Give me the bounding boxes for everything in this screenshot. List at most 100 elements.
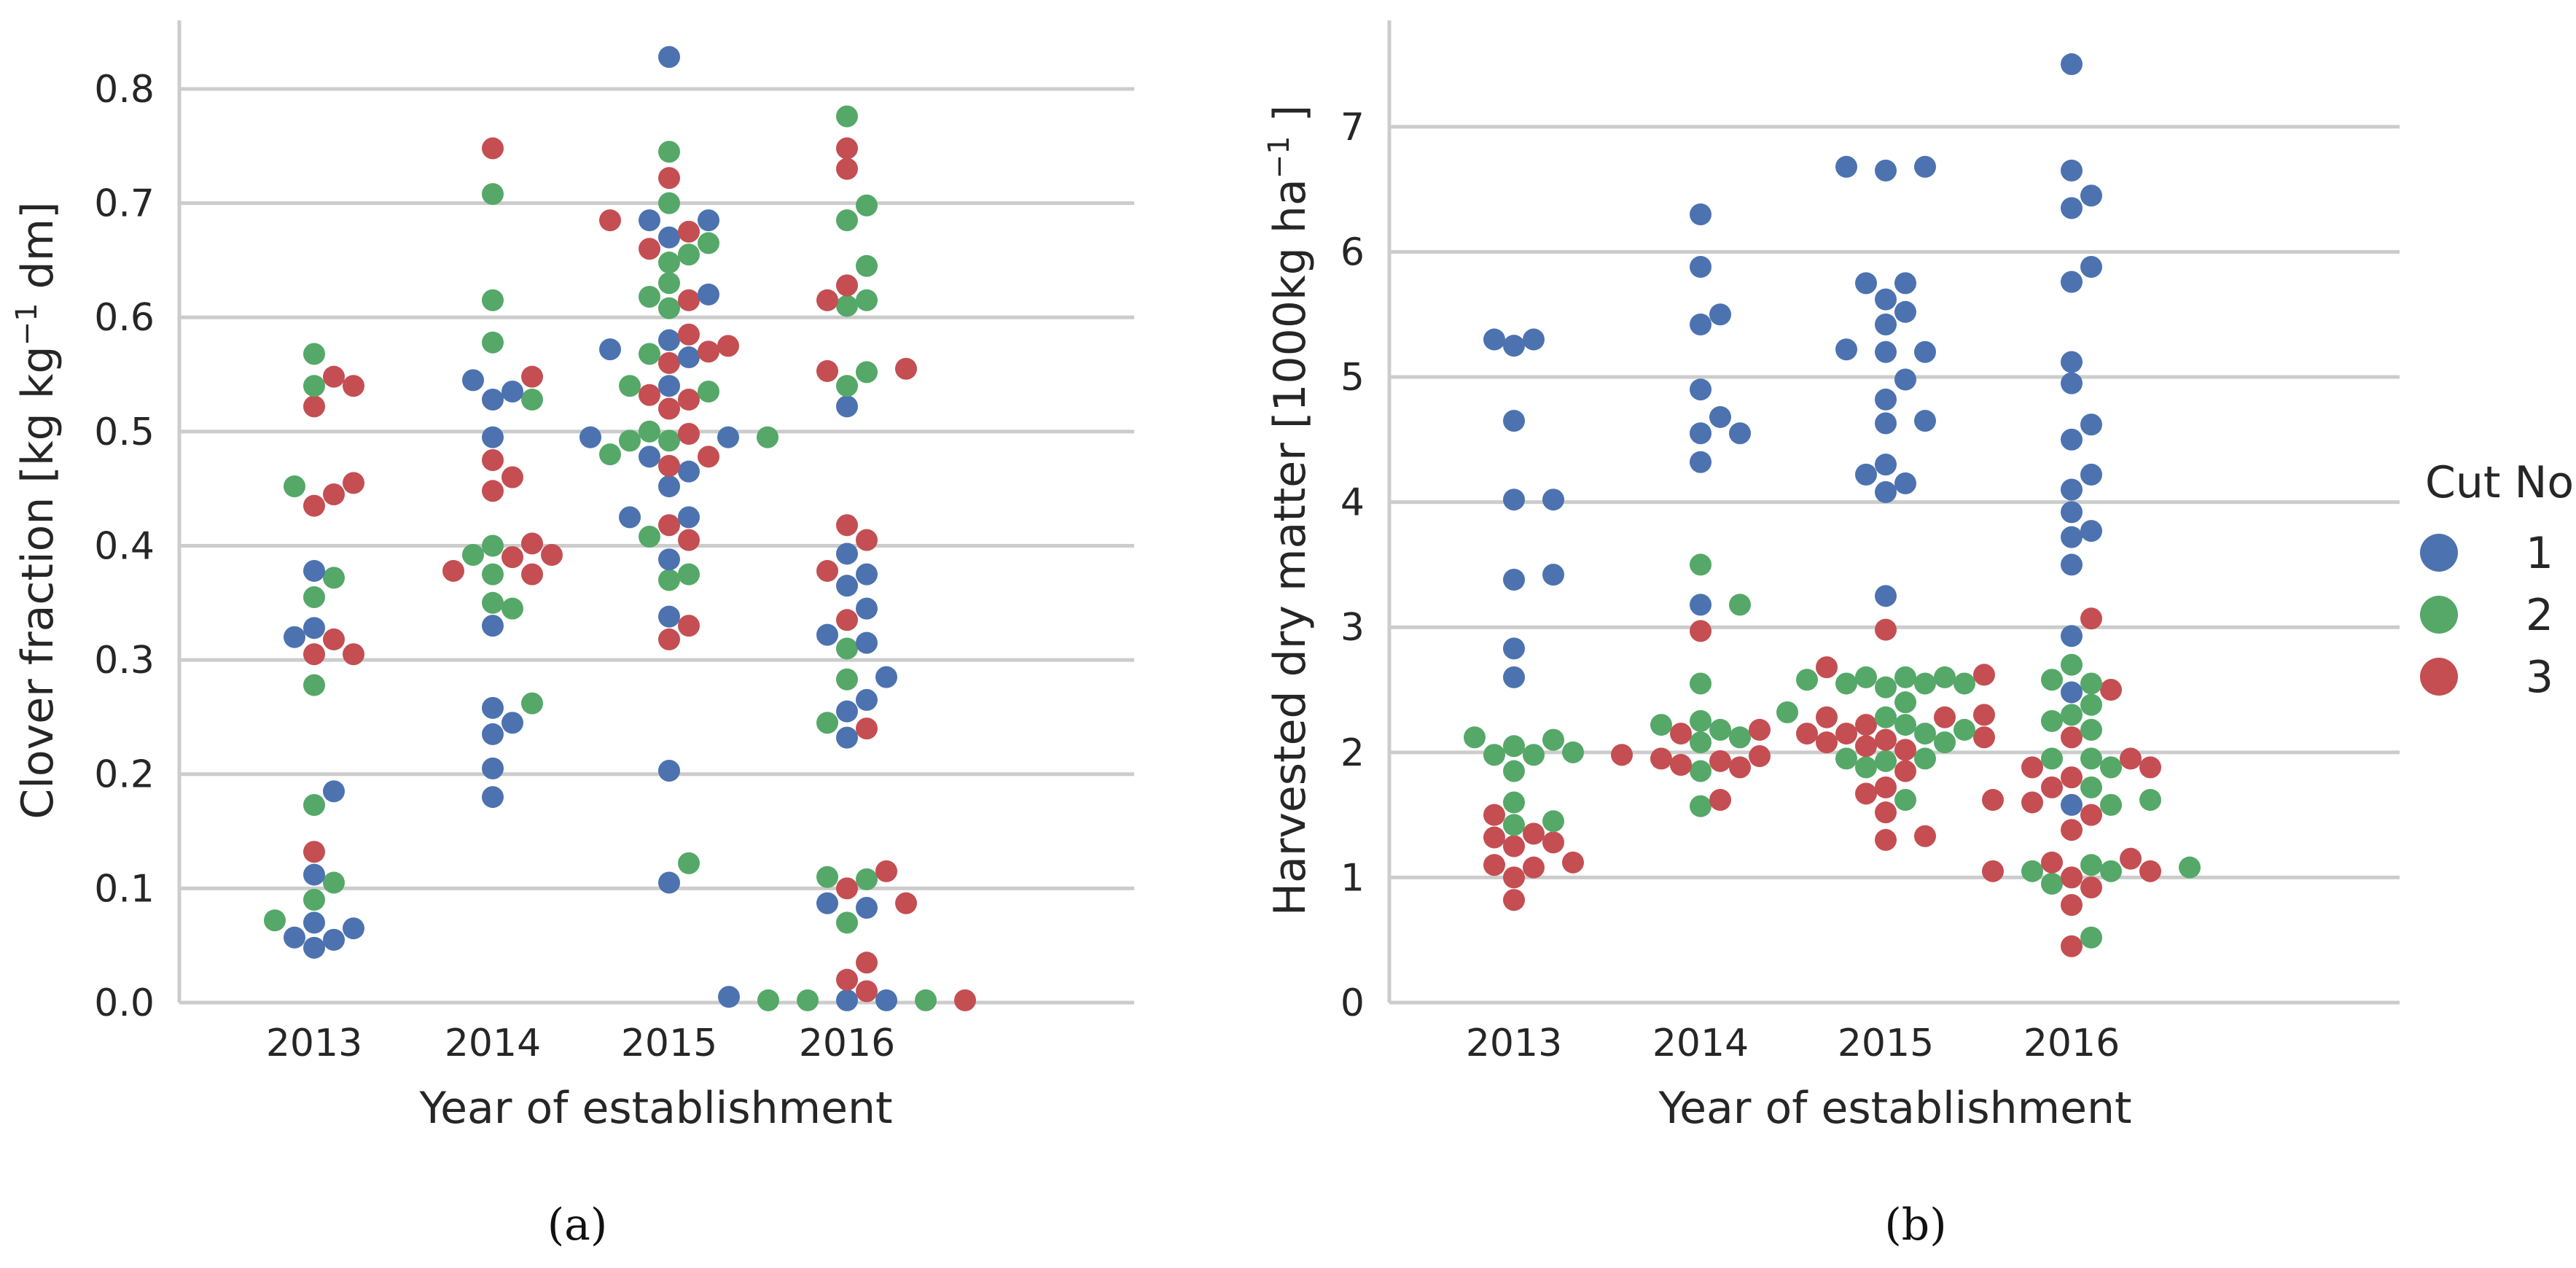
point-cut-3 [836,968,858,991]
point-cut-1 [658,46,680,69]
point-cut-3 [856,980,878,1003]
point-cut-1 [658,226,680,249]
legend-entries: 1 2 3 [2420,528,2553,703]
point-cut-1 [1503,666,1525,688]
y-axis-label-b-sup: −1 [1262,136,1296,179]
point-cut-3 [678,422,700,445]
x-tick-label-a: 2013 [266,1022,362,1065]
point-cut-1 [482,786,504,809]
legend: Cut No 1 2 3 [2420,457,2574,703]
point-cut-2 [1796,669,1818,691]
point-cut-2 [1914,672,1936,695]
points-b [1464,53,2201,957]
y-tick-label-b: 3 [1340,606,1365,650]
point-cut-2 [1729,726,1751,749]
point-cut-2 [1835,672,1857,695]
point-cut-3 [836,877,858,900]
point-cut-1 [2061,372,2083,394]
y-axis-label-b-main: Harvested dry matter [1000kg ha [1265,179,1316,916]
point-cut-3 [1503,889,1525,911]
point-cut-1 [323,928,345,951]
point-cut-3 [816,289,838,311]
point-cut-1 [303,936,325,959]
y-tick-label-a: 0.2 [94,753,155,797]
point-cut-3 [1973,726,1995,749]
point-cut-3 [521,563,543,586]
point-cut-3 [639,384,660,406]
point-cut-2 [658,429,680,452]
x-tick-label-b: 2014 [1652,1022,1749,1065]
point-cut-3 [482,480,504,502]
point-cut-3 [482,449,504,472]
legend-marker-3 [2420,658,2458,696]
point-cut-2 [1934,731,1956,754]
point-cut-2 [639,420,660,443]
x-tick-label-b: 2015 [1838,1022,1934,1065]
point-cut-3 [2041,776,2063,798]
point-cut-2 [1835,747,1857,770]
point-cut-2 [521,389,543,411]
point-cut-2 [836,375,858,397]
point-cut-2 [1875,706,1897,728]
x-axis-label-b: Year of establishment [1658,1083,2131,1134]
legend-title: Cut No [2425,457,2574,508]
point-cut-1 [1542,489,1564,511]
point-cut-1 [2080,413,2102,436]
point-cut-2 [1690,795,1712,817]
point-cut-2 [2041,872,2063,895]
point-cut-3 [2100,679,2122,701]
point-cut-2 [856,868,878,890]
point-cut-1 [678,460,700,483]
point-cut-3 [1523,822,1545,845]
point-cut-3 [2120,747,2142,770]
point-cut-3 [678,615,700,637]
point-cut-1 [1875,159,1897,182]
point-cut-2 [1542,810,1564,833]
point-cut-2 [1503,735,1525,758]
point-cut-2 [1875,676,1897,699]
point-cut-1 [284,626,305,648]
point-cut-3 [1796,723,1818,745]
point-cut-2 [1894,691,1916,714]
point-cut-3 [1875,776,1897,798]
point-cut-1 [2061,197,2083,219]
point-cut-2 [2061,653,2083,676]
point-cut-3 [1503,866,1525,889]
point-cut-3 [2061,866,2083,889]
point-cut-1 [579,426,601,448]
y-ticks-b: 0 1 2 3 4 5 6 7 [1340,106,1365,1025]
point-cut-3 [678,323,700,346]
point-cut-3 [1749,744,1771,767]
point-cut-1 [2061,351,2083,373]
point-cut-2 [482,591,504,614]
point-cut-2 [1776,701,1798,723]
point-cut-1 [482,757,504,779]
y-tick-label-a: 0.5 [94,411,155,454]
point-cut-2 [2080,776,2102,798]
point-cut-1 [1542,564,1564,586]
y-tick-label-a: 0.0 [94,981,155,1025]
point-cut-2 [303,343,325,365]
point-cut-1 [698,283,719,306]
point-cut-2 [1914,747,1936,770]
point-cut-3 [717,335,739,357]
point-cut-2 [323,567,345,589]
point-cut-2 [1894,666,1916,688]
point-cut-3 [303,494,325,517]
point-cut-3 [1816,656,1838,679]
point-cut-1 [875,666,897,688]
point-cut-2 [836,668,858,691]
point-cut-3 [1855,735,1877,758]
point-cut-2 [678,244,700,266]
point-cut-1 [856,631,878,654]
point-cut-2 [1690,731,1712,754]
point-cut-2 [2080,854,2102,876]
point-cut-3 [599,209,621,232]
point-cut-2 [2080,926,2102,949]
point-cut-3 [1894,760,1916,782]
point-cut-3 [678,289,700,311]
point-cut-1 [2061,625,2083,647]
x-ticks-b: 2013 2014 2015 2016 [1466,1022,2120,1065]
point-cut-2 [658,192,680,214]
point-cut-1 [1729,422,1751,445]
